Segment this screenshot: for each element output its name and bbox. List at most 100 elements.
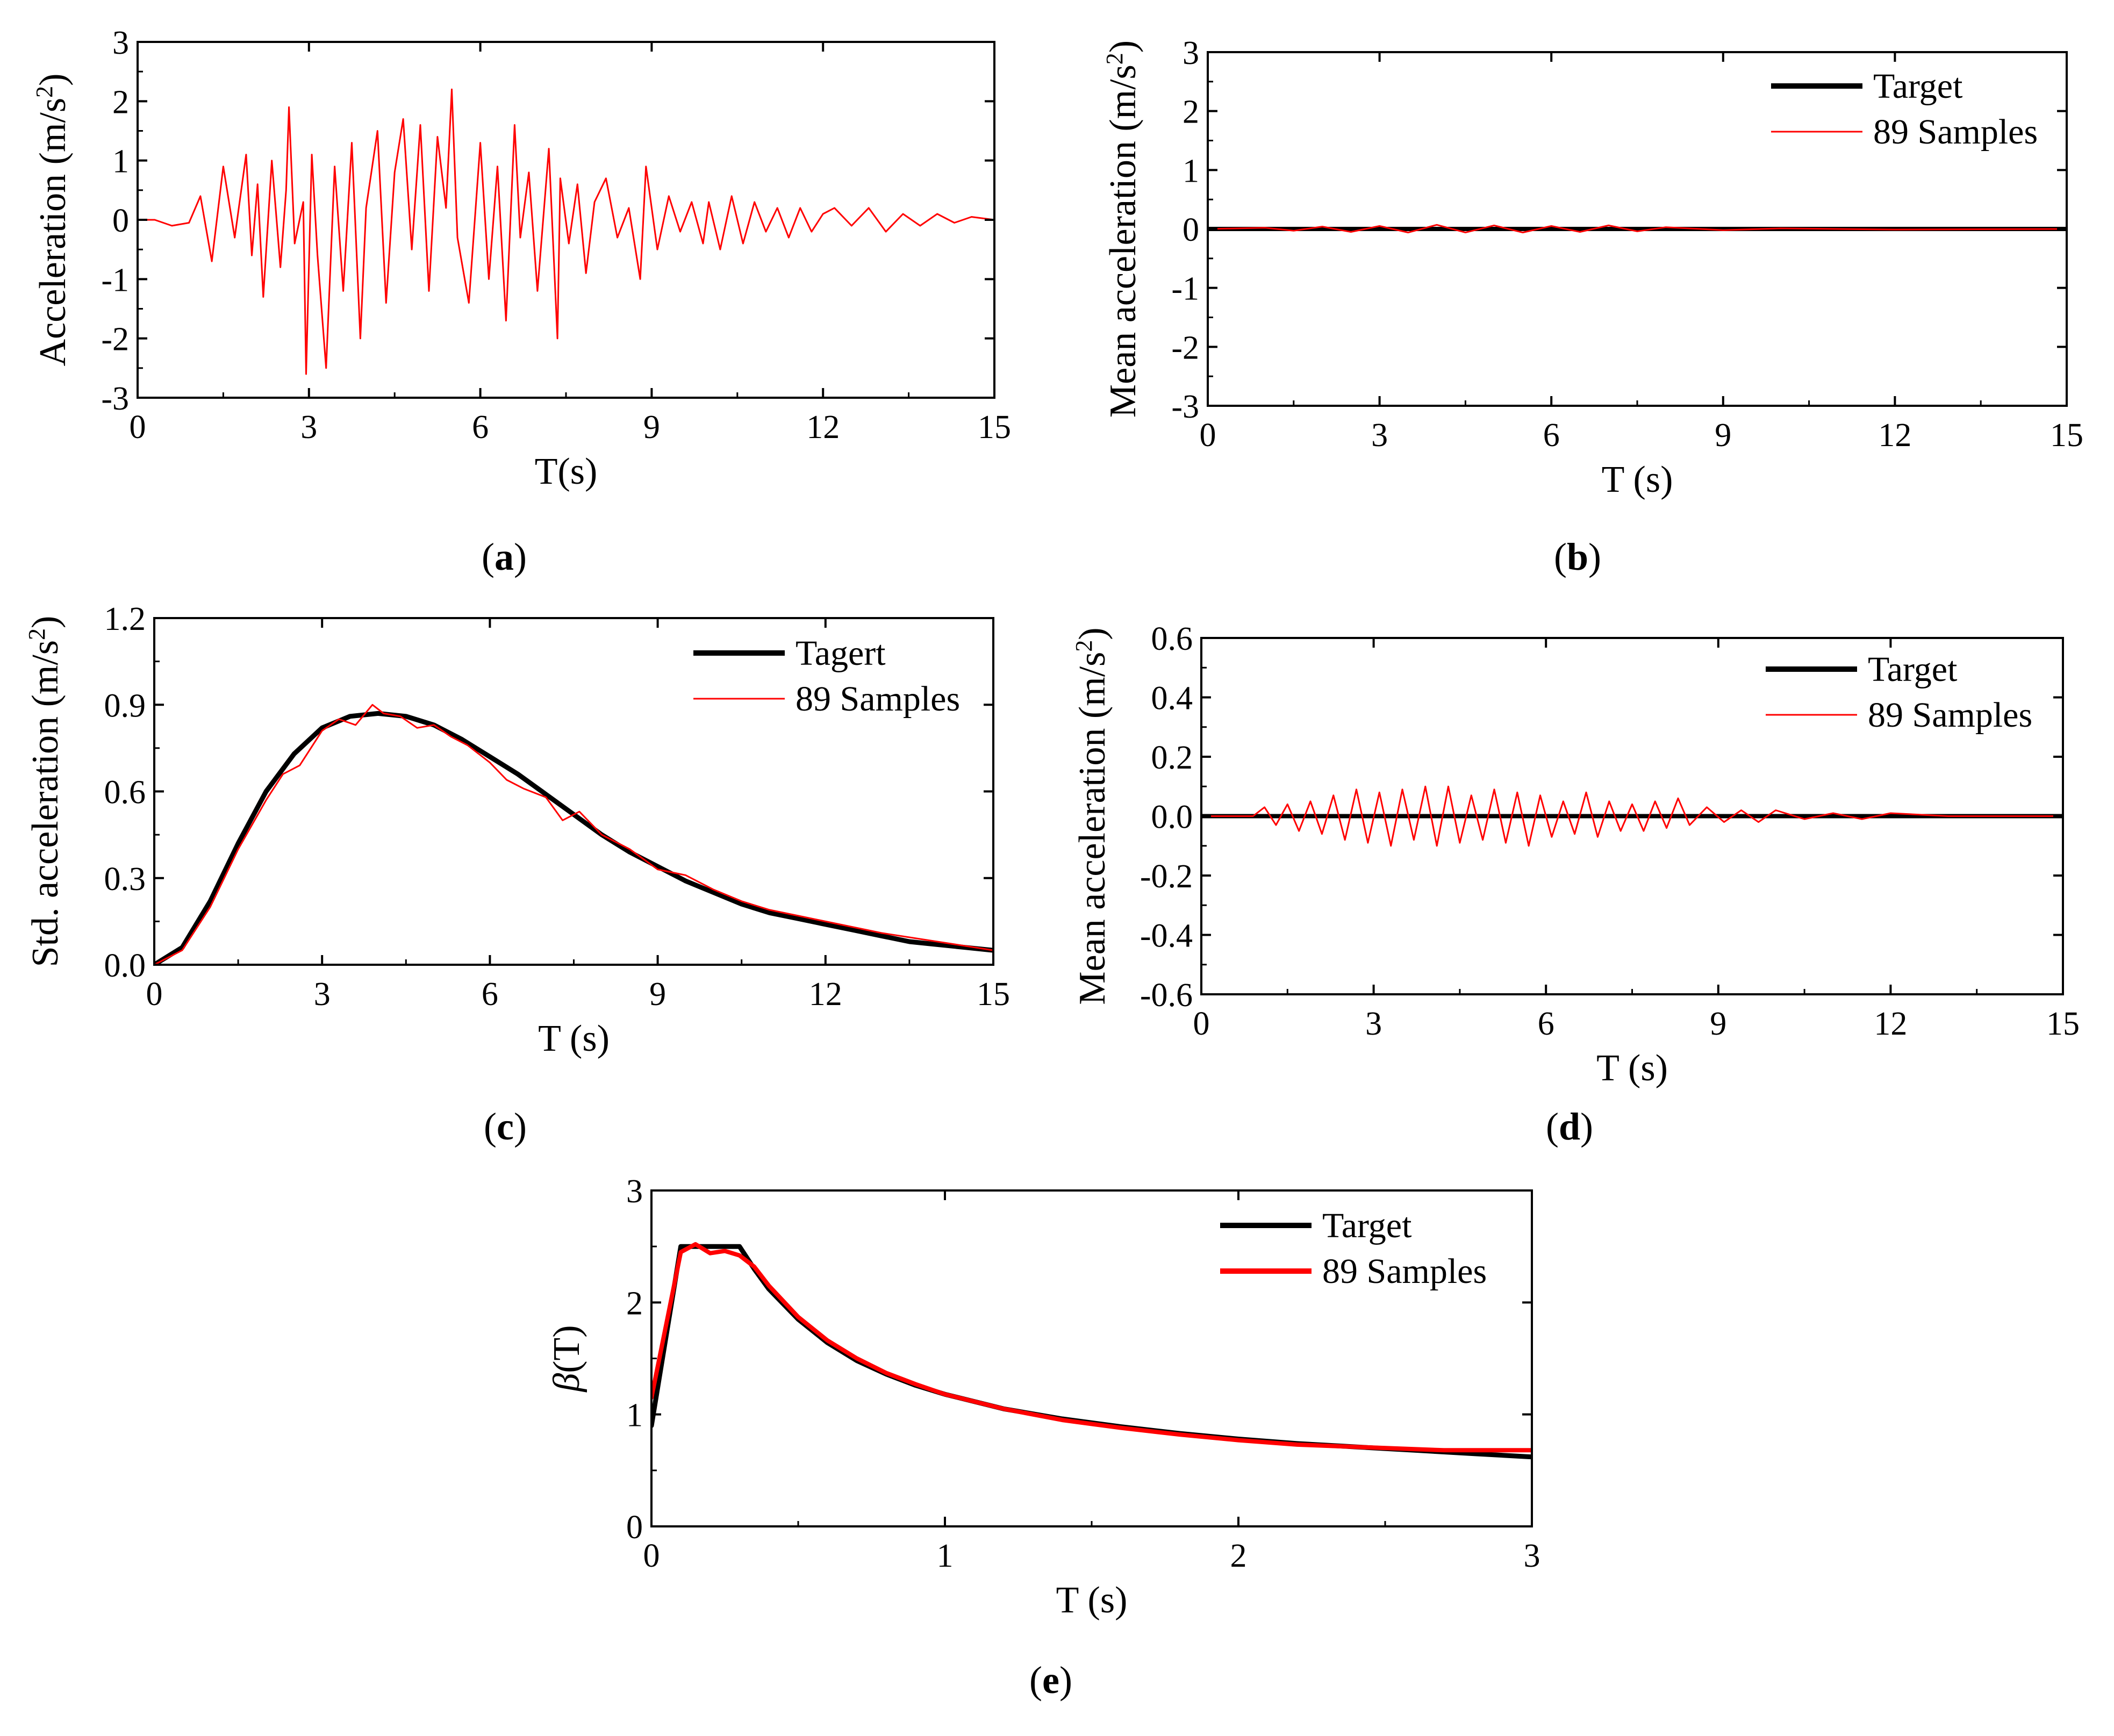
y-tick-label: -2 [1171,329,1199,366]
y-tick-label: -1 [1171,271,1199,307]
series-group [1208,224,2067,234]
panel-c: 0 3 6 9 12 15 0.0 0.3 0.6 0.9 1.2 T (s) Std. acceler… [24,601,1011,1148]
x-tick-label: 12 [1874,1006,1907,1042]
y-tick-label: 0.9 [104,687,146,724]
y-axis-label-text: Mean acceleration (m/s [1102,64,1144,418]
y-tick-label: -0.4 [1140,918,1193,955]
y-tick-label: 0.2 [1151,740,1193,776]
legend-label: 89 Samples [1868,695,2032,735]
caption-close-paren: ) [1580,1105,1593,1148]
y-tick-label: 0 [626,1509,643,1546]
x-tick-label: 9 [643,409,660,446]
caption-open-paren: ( [1546,1105,1559,1148]
caption-open-paren: ( [484,1105,497,1148]
y-tick-label: -3 [101,381,129,417]
legend-label: Tagert [796,634,886,673]
caption-letter: d [1559,1105,1580,1148]
series-line-89-samples [1208,224,2067,234]
x-tick-label: 0 [1200,417,1216,454]
caption-close-paren: ) [514,1105,527,1148]
x-tick-label: 6 [472,409,489,446]
series-line-89-samples [651,1242,1532,1453]
y-axis-label-close: ) [25,616,66,628]
y-tick-label: 3 [626,1173,643,1210]
x-tick-label: 15 [2046,1006,2080,1042]
y-tick-label: 0 [1183,212,1199,248]
y-tick-label: 1.2 [104,601,146,637]
series-group [154,704,993,965]
y-tick-label: -1 [101,262,129,298]
y-axis-label: Mean acceleration (m/s2) [1071,627,1114,1005]
x-tick-label: 3 [1365,1006,1382,1042]
x-tick-label: 9 [1715,417,1731,454]
x-tick-label: 0 [146,976,163,1013]
y-axis-label-superscript: 2 [1101,53,1128,64]
x-axis-label: T (s) [1602,459,1673,500]
y-axis-label-close: ) [1072,627,1113,640]
y-tick-label: 3 [1183,35,1199,71]
y-tick-label: 1 [626,1397,643,1434]
panel-caption: (d) [1546,1105,1593,1148]
y-tick-label: 0.6 [104,774,146,811]
y-tick-label: 2 [1183,94,1199,131]
y-axis-label-text: Acceleration (m/s [32,98,74,367]
x-tick-label: 3 [1524,1538,1540,1574]
series-line-sample [138,88,994,375]
x-tick-label: 3 [300,409,317,446]
x-tick-label: 0 [1193,1006,1210,1042]
panel-d: 0 3 6 9 12 15 -0.6 -0.4 -0.2 0.0 0.2 0.4 0.6 T (s) Mea… [1071,621,2080,1148]
x-tick-label: 15 [2050,417,2083,454]
legend-label: Target [1322,1206,1411,1245]
panel-caption: (e) [1029,1659,1072,1702]
x-tick-label: 0 [130,409,146,446]
caption-open-paren: ( [482,535,495,578]
y-tick-label: 2 [626,1285,643,1322]
caption-close-paren: ) [1588,535,1601,578]
x-tick-label: 12 [806,409,840,446]
y-axis-label-close: ) [32,74,74,86]
x-axis-label: T (s) [1596,1048,1668,1089]
legend-label: 89 Samples [796,679,960,719]
y-tick-label: -0.6 [1140,977,1193,1014]
y-tick-label: 0.6 [1151,621,1193,657]
x-tick-label: 9 [1710,1006,1726,1042]
legend-label: 89 Samples [1873,112,2038,152]
y-tick-label: 0.0 [1151,799,1193,836]
y-tick-label: 0.3 [104,861,146,898]
x-tick-label: 6 [482,976,498,1013]
y-axis-label-text: Mean acceleration (m/s [1072,652,1113,1005]
x-axis-label: T(s) [535,451,598,492]
panel-e: 0 1 2 3 0 1 2 3 T (s) β(T) Target 89 Samples (e) [546,1173,1540,1702]
x-tick-label: 9 [649,976,666,1013]
caption-open-paren: ( [1029,1659,1042,1702]
x-tick-label: 15 [977,976,1010,1013]
y-tick-label: 0.4 [1151,680,1193,717]
x-axis-label: T (s) [1056,1580,1128,1621]
y-axis-label-close: ) [1102,40,1144,53]
caption-letter: e [1042,1659,1059,1702]
y-tick-label: 2 [112,84,129,120]
series-group [651,1242,1532,1460]
y-axis-label-superscript: 2 [31,86,58,98]
y-axis-label: Acceleration (m/s2) [31,74,74,367]
x-tick-label: 3 [1371,417,1388,454]
legend-label: 89 Samples [1322,1252,1487,1291]
y-tick-label: 0 [112,203,129,239]
y-tick-label: 1 [112,144,129,180]
series-line-89-samples [1201,785,2063,847]
y-axis-label-text: Std. acceleration (m/s [25,640,66,967]
x-tick-label: 12 [809,976,842,1013]
x-tick-label: 0 [643,1538,660,1574]
x-tick-label: 15 [978,409,1011,446]
caption-letter: c [497,1105,514,1148]
y-axis-label: β(T) [546,1325,587,1393]
caption-close-paren: ) [1059,1659,1072,1702]
panel-caption: (a) [482,535,527,578]
y-axis-label-symbol: β [546,1373,587,1393]
x-tick-label: 3 [314,976,331,1013]
y-axis-label: Std. acceleration (m/s2) [24,616,67,967]
caption-close-paren: ) [514,535,527,578]
